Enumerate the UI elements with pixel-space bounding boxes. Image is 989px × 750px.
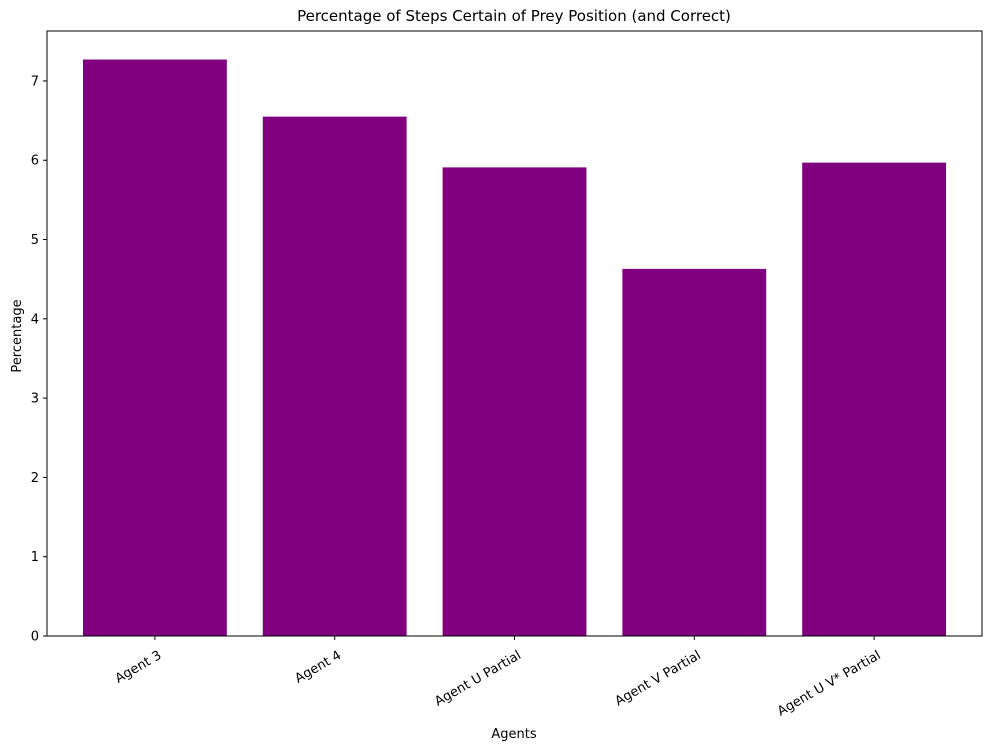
y-tick-label: 4 xyxy=(31,312,39,327)
x-tick-label: Agent U Partial xyxy=(432,648,524,710)
bar-agent-v-partial xyxy=(622,268,767,636)
y-tick-label: 7 xyxy=(31,74,39,89)
bar-agent-3 xyxy=(82,59,227,636)
bar-agent-4 xyxy=(262,116,407,637)
y-tick-label: 5 xyxy=(31,233,39,248)
y-tick-label: 3 xyxy=(31,392,39,407)
y-tick-label: 2 xyxy=(31,471,39,486)
x-tick-label: Agent U V* Partial xyxy=(775,648,884,719)
plot-area: 0 1 2 3 4 5 6 7 Agent 3 Agent 4 Agent U Partial Age… xyxy=(31,30,983,719)
chart-title: Percentage of Steps Certain of Prey Posi… xyxy=(297,7,731,25)
x-tick-label: Agent V Partial xyxy=(613,648,704,709)
bar-agent-u-v-partial xyxy=(802,162,947,636)
x-axis-label: Agents xyxy=(491,727,536,742)
x-tick-label: Agent 4 xyxy=(293,648,345,686)
y-axis-label: Percentage xyxy=(10,299,25,372)
y-tick-label: 6 xyxy=(31,154,39,169)
x-tick-label: Agent 3 xyxy=(113,648,165,686)
bar-agent-u-partial xyxy=(442,167,587,637)
y-tick-label: 1 xyxy=(31,550,39,565)
y-tick-label: 0 xyxy=(31,630,39,645)
